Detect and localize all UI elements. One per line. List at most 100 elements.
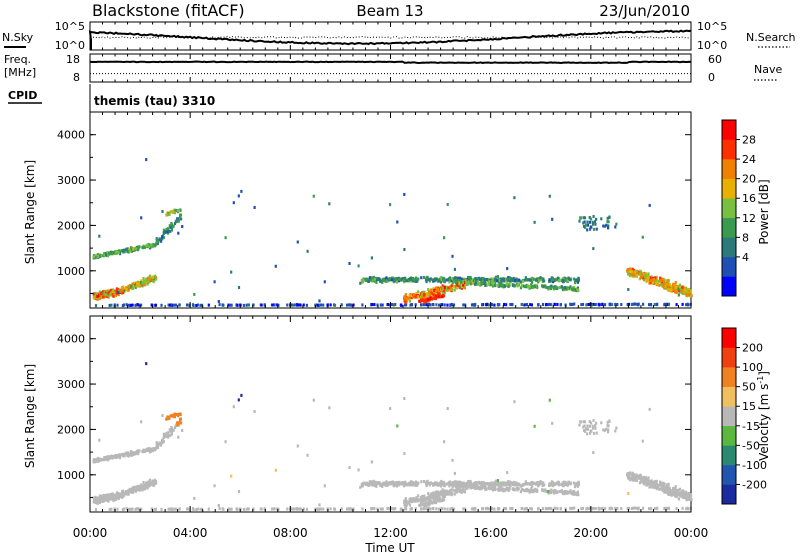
power-cell (663, 278, 666, 282)
x-axis-label: Time UT (364, 541, 415, 554)
power-cell (492, 282, 495, 286)
power-cell (513, 283, 516, 287)
power-cell (141, 246, 145, 250)
velocity-cell (463, 490, 466, 494)
power-cell (174, 303, 177, 307)
power-cell (217, 300, 220, 303)
power-cell (148, 245, 151, 249)
power-cell (592, 302, 595, 306)
velocity-cell (503, 488, 507, 492)
x-tick-label: 04:00 (173, 526, 208, 540)
power-cell (151, 275, 154, 279)
velocity-cell (200, 507, 204, 511)
power-cell (587, 303, 590, 306)
power-cell (99, 254, 102, 258)
velocity-cell (114, 455, 117, 459)
power-cell (305, 303, 308, 307)
power-cell (650, 275, 653, 279)
power-cell (109, 291, 112, 295)
velocity-cell (101, 498, 105, 502)
velocity-cell (162, 440, 165, 443)
velocity-cell (403, 482, 406, 486)
velocity-cell (145, 481, 148, 485)
nsearch-tick-top: 10^5 (697, 20, 727, 33)
power-cell (433, 278, 437, 282)
power-cell (436, 288, 439, 292)
velocity-cell (650, 479, 653, 483)
velocity-cell (648, 507, 651, 511)
velocity-cell (452, 507, 456, 511)
velocity-cell (571, 491, 574, 495)
velocity-cell (475, 481, 478, 485)
velocity-cell (382, 481, 385, 485)
velocity-cell (554, 489, 557, 493)
velocity-cell (550, 480, 553, 484)
power-cell (616, 303, 619, 306)
velocity-cell (274, 468, 277, 472)
velocity-cell (438, 481, 441, 485)
power-cell (545, 303, 548, 307)
y-tick-label: 4000 (57, 129, 85, 142)
power-cell (443, 303, 446, 307)
velocity-cell (635, 475, 638, 479)
power-cell (132, 286, 135, 290)
power-cell (586, 223, 589, 227)
power-cell (523, 303, 526, 307)
velocity-cell (151, 479, 154, 483)
power-cell (665, 286, 668, 290)
velocity-cell (306, 453, 309, 457)
power-cell (542, 277, 545, 281)
power-cell (478, 278, 481, 282)
power-cell (95, 293, 98, 297)
colorbar-swatch (722, 276, 736, 297)
power-cell (276, 303, 279, 307)
velocity-cell (445, 482, 448, 486)
power-cell (455, 283, 458, 287)
velocity-cell (669, 492, 673, 495)
power-cell (451, 303, 454, 306)
power-cell (656, 280, 659, 284)
velocity-cell (120, 453, 123, 457)
velocity-cell (601, 506, 604, 510)
velocity-cell (158, 442, 161, 446)
velocity-cell (626, 473, 629, 477)
velocity-cell (362, 482, 365, 486)
velocity-cell (627, 506, 630, 510)
power-cell (471, 281, 474, 285)
power-cell (672, 288, 675, 292)
power-cell (134, 303, 137, 307)
velocity-cell (340, 507, 343, 511)
power-cell (441, 286, 444, 290)
velocity-cell (112, 455, 116, 459)
velocity-cell (590, 429, 593, 433)
velocity-cell (553, 490, 556, 494)
y-tick-label: 3000 (57, 378, 85, 391)
velocity-cell (685, 497, 688, 501)
power-cell (445, 288, 448, 292)
velocity-cell (576, 490, 579, 494)
power-cell (600, 217, 603, 221)
power-cell (467, 280, 470, 284)
velocity-cell (503, 507, 506, 510)
velocity-cell (496, 483, 499, 487)
velocity-cell (647, 482, 650, 486)
power-cell (642, 276, 645, 280)
velocity-cell (156, 446, 160, 449)
power-cell (514, 278, 517, 282)
velocity-cell (542, 488, 545, 492)
velocity-cell (127, 489, 130, 493)
velocity-cell (179, 419, 182, 423)
velocity-cell (125, 491, 128, 495)
power-cell (653, 279, 656, 283)
power-cell (425, 280, 428, 284)
power-cell (127, 285, 130, 289)
velocity-cell (677, 497, 680, 501)
velocity-cell (548, 398, 551, 402)
power-cell (496, 275, 500, 278)
power-cell (463, 281, 466, 285)
velocity-cell (440, 479, 443, 483)
velocity-cell (461, 485, 464, 489)
velocity-cell (422, 502, 425, 506)
power-cell (347, 303, 351, 307)
power-cell (641, 275, 644, 278)
